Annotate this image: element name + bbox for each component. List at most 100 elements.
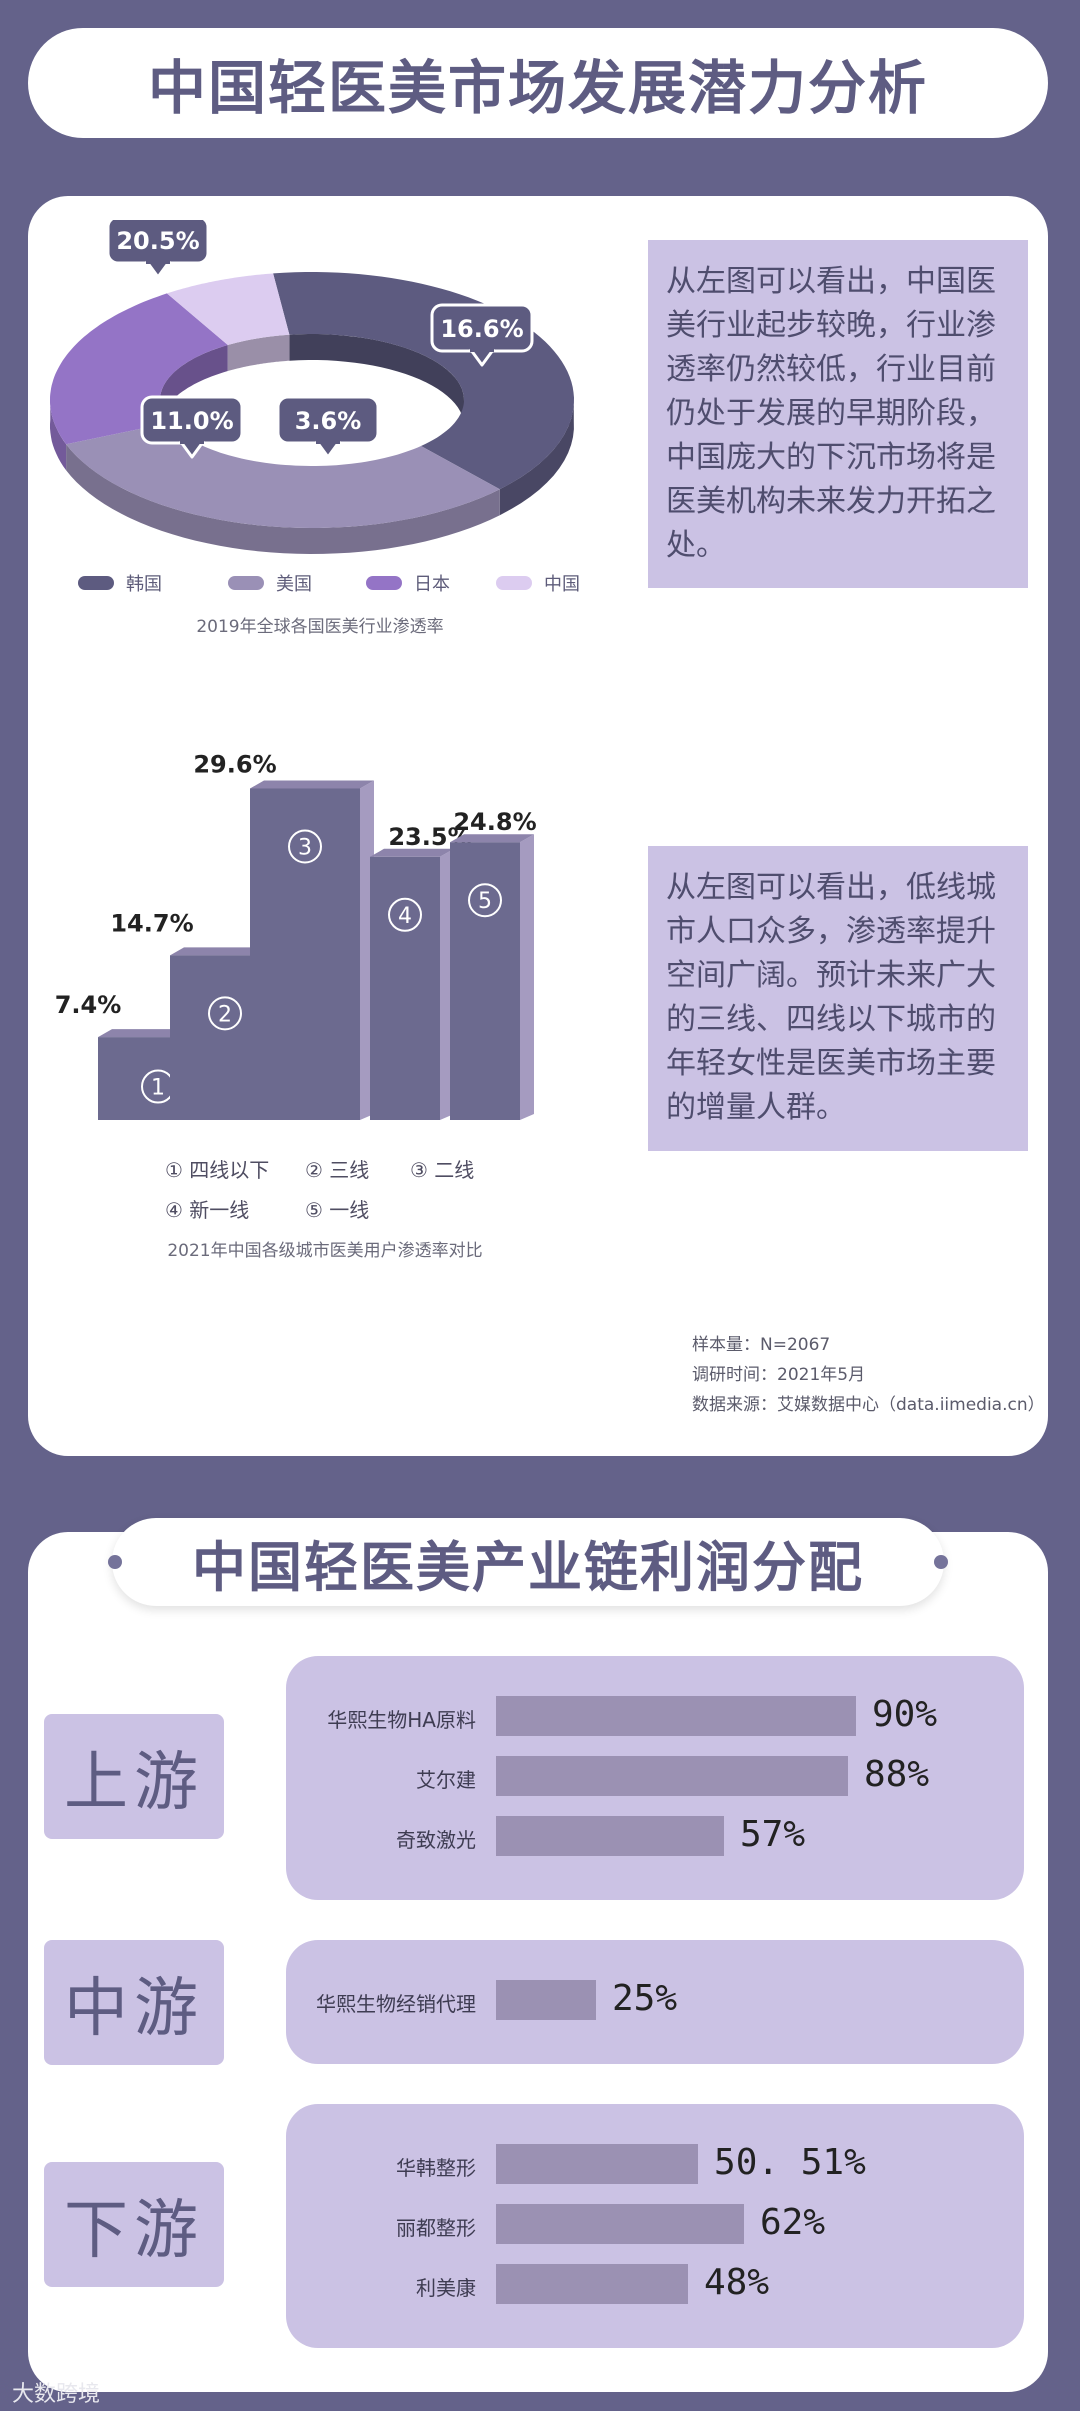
svg-text:1: 1 <box>151 1076 165 1101</box>
profit-bar <box>496 1756 848 1796</box>
city-bar-value: 24.8% <box>453 808 536 836</box>
legend-china: 中国 <box>496 570 580 596</box>
profit-bar <box>496 1980 596 2020</box>
stage-downstream: 下游 <box>44 2162 224 2287</box>
page-title-pill: 中国轻医美市场发展潜力分析 <box>28 28 1048 138</box>
section2-title: 中国轻医美产业链利润分配 <box>192 1535 864 1599</box>
profit-value: 90% <box>872 1694 938 1735</box>
chain-row: 华韩整形 50. 51% <box>286 2142 1024 2184</box>
legend-label: 一线 <box>329 1198 370 1222</box>
panel-midstream: 华熙生物经销代理 25% <box>286 1940 1024 2064</box>
watermark: 大数跨境 <box>12 2382 101 2407</box>
svg-text:3.6%: 3.6% <box>295 407 362 435</box>
chain-row: 华熙生物经销代理 25% <box>286 1978 1024 2020</box>
city-bar-value: 29.6% <box>193 750 276 778</box>
stage-midstream: 中游 <box>44 1940 224 2065</box>
bar-legend-item-5: ⑤ 一线 <box>305 1194 369 1223</box>
donut-slice-日本 <box>50 293 228 445</box>
chain-row: 利美康 48% <box>286 2262 1024 2304</box>
donut-slice-美国 <box>66 422 500 528</box>
city-bar-value: 7.4% <box>55 991 122 1019</box>
company-name: 利美康 <box>416 2276 476 2300</box>
legend-usa: 美国 <box>228 570 312 596</box>
title-dot-left <box>108 1555 122 1569</box>
chain-row: 艾尔建 88% <box>286 1754 1024 1796</box>
svg-text:16.6%: 16.6% <box>440 315 523 343</box>
profit-bar <box>496 2144 699 2184</box>
legend-marker: ② <box>305 1158 323 1182</box>
svg-text:4: 4 <box>398 904 412 929</box>
chain-row: 丽都整形 62% <box>286 2202 1024 2244</box>
donut-value-label: 16.6% <box>430 303 534 367</box>
svg-text:20.5%: 20.5% <box>116 227 199 255</box>
legend-swatch <box>228 576 264 590</box>
city-bar-5: 5 <box>450 834 534 1120</box>
donut-caption: 2019年全球各国医美行业渗透率 <box>196 617 444 637</box>
legend-label: 二线 <box>434 1158 475 1182</box>
profit-bar <box>496 2204 744 2244</box>
donut-slice-inner <box>289 334 464 428</box>
donut-slice-inner <box>227 334 290 371</box>
company-name: 华熙生物HA原料 <box>327 1708 476 1732</box>
legend-marker: ③ <box>410 1158 428 1182</box>
legend-label: 韩国 <box>126 574 162 595</box>
panel-upstream: 华熙生物HA原料 90% 艾尔建 88% 奇致激光 57% <box>286 1656 1024 1900</box>
legend-label: 新一线 <box>189 1198 250 1222</box>
sample-size: 样本量：N=2067 <box>692 1335 831 1355</box>
survey-time: 调研时间：2021年5月 <box>692 1365 866 1385</box>
profit-value: 57% <box>740 1814 806 1855</box>
donut-value-label: 3.6% <box>276 395 380 459</box>
donut-value-label: 20.5% <box>106 220 210 279</box>
legend-swatch <box>78 576 114 590</box>
profit-bar <box>496 2264 688 2304</box>
city-bar-chart: 17.4% 214.7%329.6%423.5%524.8% <box>55 750 537 1120</box>
bar-note: 从左图可以看出，低线城市人口众多，渗透率提升空间广阔。预计未来广大的三线、四线以… <box>648 846 1028 1151</box>
bar-caption: 2021年中国各级城市医美用户渗透率对比 <box>167 1241 483 1261</box>
profit-value: 62% <box>760 2202 826 2243</box>
title-dot-right <box>934 1555 948 1569</box>
bar-legend-item-4: ④ 新一线 <box>165 1194 249 1223</box>
bar-legend: ① 四线以下 ② 三线 ③ 二线 ④ 新一线 ⑤ 一线 <box>165 1154 585 1234</box>
legend-korea: 韩国 <box>78 570 162 596</box>
svg-text:11.0%: 11.0% <box>150 407 233 435</box>
legend-label: 日本 <box>414 574 450 595</box>
company-name: 艾尔建 <box>416 1768 476 1792</box>
panel-downstream: 华韩整形 50. 51% 丽都整形 62% 利美康 48% <box>286 2104 1024 2348</box>
donut-slice-inner <box>160 345 228 428</box>
bar-legend-item-1: ① 四线以下 <box>165 1154 269 1183</box>
bar-legend-item-3: ③ 二线 <box>410 1154 474 1183</box>
profit-value: 88% <box>864 1754 930 1795</box>
legend-japan: 日本 <box>366 570 450 596</box>
legend-label: 中国 <box>544 574 580 595</box>
data-source: 数据来源：艾媒数据中心（data.iimedia.cn） <box>692 1395 1045 1415</box>
legend-swatch <box>366 576 402 590</box>
legend-label: 美国 <box>276 574 312 595</box>
bar-legend-item-2: ② 三线 <box>305 1154 369 1183</box>
chain-row: 华熙生物HA原料 90% <box>286 1694 1024 1736</box>
legend-marker: ⑤ <box>305 1198 323 1222</box>
donut-slice-side <box>50 393 67 471</box>
page-title: 中国轻医美市场发展潜力分析 <box>147 54 928 122</box>
donut-slice-中国 <box>166 273 290 345</box>
donut-chart: 20.5% 16.6% 11.0% 3.6% <box>50 220 574 554</box>
legend-swatch <box>496 576 532 590</box>
city-bar-value: 14.7% <box>110 909 193 937</box>
profit-bar <box>496 1816 724 1856</box>
svg-text:5: 5 <box>478 889 492 914</box>
svg-text:2: 2 <box>218 1002 232 1027</box>
donut-value-label: 11.0% <box>140 395 244 459</box>
legend-label: 三线 <box>329 1158 370 1182</box>
legend-marker: ④ <box>165 1198 183 1222</box>
company-name: 华韩整形 <box>396 2156 476 2180</box>
company-name: 奇致激光 <box>396 1828 476 1852</box>
donut-note: 从左图可以看出，中国医美行业起步较晚，行业渗透率仍然较低，行业目前仍处于发展的早… <box>648 240 1028 588</box>
svg-text:3: 3 <box>298 835 312 860</box>
legend-label: 四线以下 <box>189 1158 270 1182</box>
company-name: 华熙生物经销代理 <box>316 1992 476 2016</box>
profit-value: 25% <box>612 1978 678 2019</box>
legend-marker: ① <box>165 1158 183 1182</box>
stage-upstream: 上游 <box>44 1714 224 1839</box>
profit-value: 50. 51% <box>714 2142 866 2183</box>
section2-title-pill: 中国轻医美产业链利润分配 <box>108 1518 948 1606</box>
city-bar-3: 3 <box>250 780 374 1120</box>
